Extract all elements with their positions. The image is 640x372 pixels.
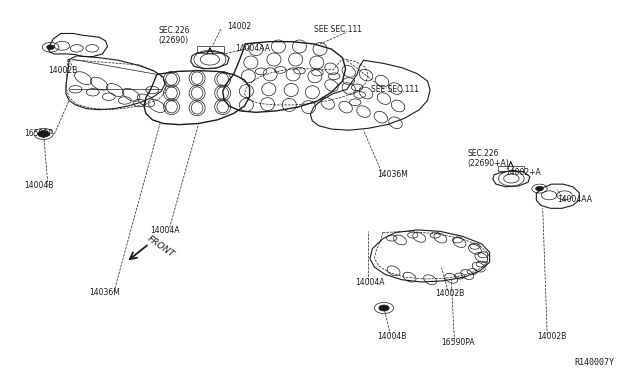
Text: SEC.226
(22690): SEC.226 (22690) <box>159 26 190 45</box>
Text: 14002B: 14002B <box>538 332 567 341</box>
Bar <box>197 46 224 53</box>
Circle shape <box>38 131 49 137</box>
Text: 14036M: 14036M <box>378 170 408 179</box>
Circle shape <box>379 305 389 311</box>
Text: 14002B: 14002B <box>48 66 77 75</box>
Text: 14004A: 14004A <box>355 278 385 287</box>
Text: FRONT: FRONT <box>146 235 176 260</box>
Circle shape <box>47 45 54 49</box>
Text: 14036M: 14036M <box>90 288 120 296</box>
Text: 14002: 14002 <box>227 22 252 31</box>
Circle shape <box>536 186 543 191</box>
Text: 14004B: 14004B <box>378 332 407 341</box>
Text: 14004B: 14004B <box>24 182 54 190</box>
Text: 16590P: 16590P <box>24 129 53 138</box>
Text: SEC.226
(22690+A): SEC.226 (22690+A) <box>467 149 509 168</box>
Text: R140007Y: R140007Y <box>575 357 614 366</box>
Text: 14004A: 14004A <box>150 226 180 235</box>
Text: 16590PA: 16590PA <box>442 338 476 347</box>
Text: 14004AA: 14004AA <box>236 44 271 53</box>
Text: 14002B: 14002B <box>435 289 465 298</box>
Text: 14004AA: 14004AA <box>557 195 592 203</box>
Text: 14002+A: 14002+A <box>506 169 541 177</box>
Bar <box>498 166 524 171</box>
Text: SEE SEC.111: SEE SEC.111 <box>371 85 419 94</box>
Text: SEE SEC.111: SEE SEC.111 <box>314 25 362 34</box>
